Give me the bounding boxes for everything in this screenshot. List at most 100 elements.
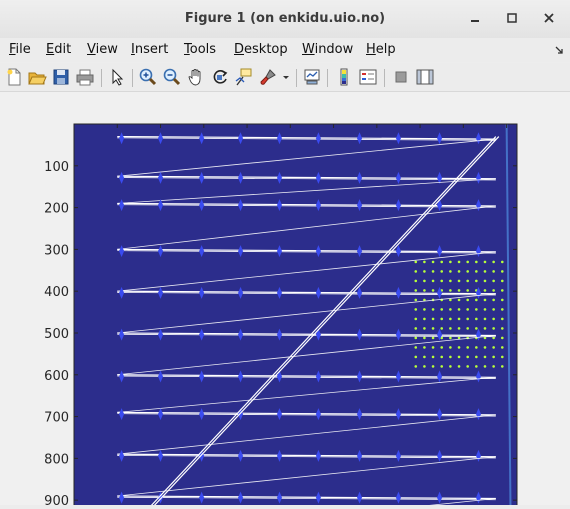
- maximize-icon[interactable]: [503, 9, 521, 27]
- grid-spot: [457, 270, 461, 273]
- row-marker: [315, 171, 321, 184]
- grid-spot: [440, 355, 444, 359]
- grid-spot: [423, 289, 426, 292]
- row-marker: [238, 199, 244, 212]
- row-marker: [395, 408, 401, 421]
- row-marker: [119, 491, 125, 504]
- print-icon[interactable]: [75, 67, 95, 87]
- menu-insert[interactable]: Insert: [131, 42, 169, 57]
- row-marker: [158, 328, 164, 341]
- grid-spot: [492, 260, 495, 264]
- overlay-return-line: [117, 414, 496, 455]
- row-marker: [158, 286, 164, 299]
- overlay-return-line: [117, 456, 496, 497]
- grid-spot: [449, 317, 452, 321]
- grid-spot: [423, 298, 426, 302]
- window-title: Figure 1 (on enkidu.uio.no): [184, 11, 386, 26]
- grid-spot: [449, 365, 452, 368]
- grid-spot: [492, 327, 495, 330]
- menu-help[interactable]: Help: [366, 42, 396, 57]
- open-file-icon[interactable]: [27, 67, 47, 87]
- brush-icon[interactable]: [258, 67, 278, 87]
- row-marker: [315, 286, 321, 299]
- menu-tools[interactable]: Tools: [184, 42, 217, 57]
- grid-spot: [440, 365, 444, 368]
- row-marker: [276, 132, 282, 145]
- menu-file[interactable]: File: [9, 42, 31, 57]
- grid-spot: [440, 260, 444, 264]
- overlay-row-line: [117, 455, 496, 459]
- row-marker: [238, 132, 244, 145]
- zoom-in-icon[interactable]: [138, 67, 158, 87]
- overlay-row-line: [117, 333, 496, 338]
- grid-spot: [475, 327, 478, 330]
- menu-window[interactable]: Window: [302, 42, 354, 57]
- row-marker: [158, 408, 164, 421]
- menu-view[interactable]: View: [87, 42, 118, 57]
- grid-spot: [475, 308, 478, 311]
- toolbar-separator: [327, 69, 328, 87]
- overlay-row-line: [117, 175, 496, 180]
- pan-hand-icon[interactable]: [186, 67, 206, 87]
- figure-toolbar: [0, 63, 570, 92]
- row-marker: [475, 370, 481, 383]
- save-icon[interactable]: [51, 67, 71, 87]
- grid-spot: [440, 336, 444, 340]
- grid-spot: [475, 298, 478, 302]
- grid-spot: [475, 365, 478, 368]
- y-tick-label: 400: [44, 285, 69, 300]
- rotate-3d-icon[interactable]: [210, 67, 230, 87]
- row-marker: [199, 199, 205, 212]
- grid-spot: [414, 365, 418, 368]
- close-icon[interactable]: [540, 9, 558, 27]
- row-marker: [357, 171, 363, 184]
- grid-spot: [500, 327, 504, 330]
- brush-dropdown-icon[interactable]: [281, 67, 291, 87]
- menu-edit[interactable]: Edit: [46, 42, 72, 57]
- grid-spot: [500, 270, 504, 273]
- dock-arrow-icon[interactable]: [555, 43, 563, 58]
- row-marker: [276, 408, 282, 421]
- grid-spot: [431, 355, 435, 359]
- insert-colorbar-icon[interactable]: [334, 67, 354, 87]
- grid-spot: [483, 346, 487, 349]
- hide-plot-tools-icon[interactable]: [391, 67, 411, 87]
- axes-frame: [73, 123, 518, 509]
- insert-legend-icon[interactable]: [358, 67, 378, 87]
- grid-spot: [500, 336, 504, 340]
- menu-desktop[interactable]: Desktop: [234, 42, 288, 57]
- row-marker: [315, 408, 321, 421]
- zoom-out-icon[interactable]: [162, 67, 182, 87]
- grid-spot: [449, 346, 452, 349]
- grid-spot: [414, 298, 418, 302]
- grid-spot: [423, 355, 426, 359]
- overlay-return-line: [117, 376, 496, 413]
- edit-plot-arrow-icon[interactable]: [107, 67, 127, 87]
- overlay-return-line: [117, 293, 496, 334]
- row-marker: [395, 132, 401, 145]
- link-plot-icon[interactable]: [302, 67, 322, 87]
- row-marker: [357, 449, 363, 462]
- minimize-icon[interactable]: [466, 9, 484, 27]
- grid-spot: [414, 289, 418, 292]
- grid-spot: [423, 270, 426, 273]
- overlay-row-line: [117, 202, 496, 207]
- grid-spot: [457, 327, 461, 330]
- overlay-row-line: [117, 332, 496, 337]
- grid-spot: [466, 346, 469, 349]
- row-marker: [158, 370, 164, 383]
- grid-spot: [492, 279, 495, 283]
- grid-spot: [423, 317, 426, 321]
- row-marker: [199, 328, 205, 341]
- row-marker: [238, 370, 244, 383]
- new-figure-icon[interactable]: [4, 67, 24, 87]
- grid-spot: [414, 270, 418, 273]
- row-marker: [395, 171, 401, 184]
- grid-spot: [431, 270, 435, 273]
- image-plot[interactable]: 1002003004005006007008009001000 10020030…: [0, 92, 570, 509]
- grid-spot: [500, 279, 504, 283]
- show-plot-tools-icon[interactable]: [415, 67, 435, 87]
- row-marker: [395, 286, 401, 299]
- data-cursor-icon[interactable]: [234, 67, 254, 87]
- row-marker: [357, 286, 363, 299]
